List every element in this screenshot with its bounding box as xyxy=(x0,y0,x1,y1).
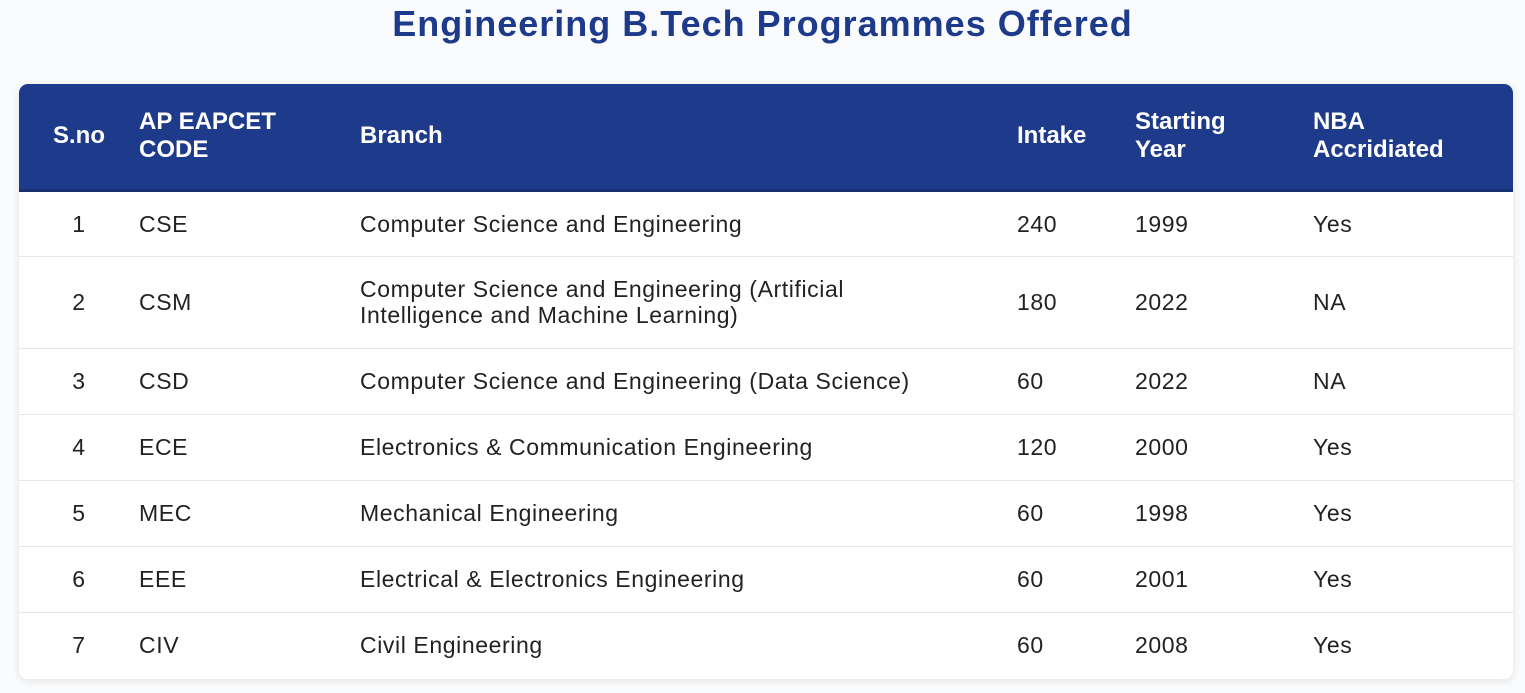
table-body: 1 CSE Computer Science and Engineering 2… xyxy=(19,190,1513,678)
cell-year: 2001 xyxy=(1135,546,1313,613)
cell-code: CSD xyxy=(139,348,360,415)
cell-code: MEC xyxy=(139,480,360,547)
cell-sno: 2 xyxy=(19,256,139,349)
cell-intake: 60 xyxy=(1017,546,1135,613)
cell-sno: 1 xyxy=(19,190,139,257)
cell-intake: 240 xyxy=(1017,190,1135,257)
cell-code: CIV xyxy=(139,632,180,659)
cell-year: 2022 xyxy=(1135,348,1313,415)
cell-intake: 60 xyxy=(1017,632,1044,659)
cell-code: EEE xyxy=(139,546,360,613)
cell-code: CSE xyxy=(139,190,360,257)
cell-branch: Computer Science and Engineering xyxy=(360,190,1017,257)
cell-nba: Yes xyxy=(1313,480,1513,547)
cell-intake: 180 xyxy=(1017,256,1135,349)
table-header: S.no AP EAPCET CODE Branch Intake Starti… xyxy=(19,84,1513,190)
cell-intake: 60 xyxy=(1017,480,1135,547)
cell-nba: Yes xyxy=(1313,632,1353,659)
table-row: 5 MEC Mechanical Engineering 60 1998 Yes xyxy=(19,480,1513,547)
programmes-table-card: S.no AP EAPCET CODE Branch Intake Starti… xyxy=(19,84,1513,679)
cell-branch: Computer Science and Engineering (Data S… xyxy=(360,348,1017,415)
table-row: 6 EEE Electrical & Electronics Engineeri… xyxy=(19,546,1513,613)
header-intake: Intake xyxy=(1017,122,1087,150)
cell-branch: Electrical & Electronics Engineering xyxy=(360,546,1017,613)
table-row: 3 CSD Computer Science and Engineering (… xyxy=(19,348,1513,415)
cell-intake: 120 xyxy=(1017,414,1135,481)
cell-sno: 5 xyxy=(19,480,139,547)
cell-code: CSM xyxy=(139,256,360,349)
cell-branch: Electronics & Communication Engineering xyxy=(360,414,1017,481)
header-year: Starting Year xyxy=(1135,108,1226,164)
cell-sno: 4 xyxy=(19,414,139,481)
cell-sno: 6 xyxy=(19,546,139,613)
table-row: 2 CSM Computer Science and Engineering (… xyxy=(19,256,1513,349)
cell-year: 1999 xyxy=(1135,190,1313,257)
header-sno: S.no xyxy=(53,122,105,150)
page-title: Engineering B.Tech Programmes Offered xyxy=(392,3,1133,44)
cell-branch: Mechanical Engineering xyxy=(360,480,1017,547)
header-nba: NBA Accridiated xyxy=(1313,108,1444,164)
cell-sno: 7 xyxy=(72,632,86,659)
cell-branch: Computer Science and Engineering (Artifi… xyxy=(360,256,1017,349)
cell-year: 2008 xyxy=(1135,632,1189,659)
table-row: 1 CSE Computer Science and Engineering 2… xyxy=(19,190,1513,257)
cell-nba: Yes xyxy=(1313,414,1513,481)
cell-sno: 3 xyxy=(19,348,139,415)
cell-year: 1998 xyxy=(1135,480,1313,547)
cell-nba: Yes xyxy=(1313,190,1513,257)
cell-year: 2022 xyxy=(1135,256,1313,349)
header-code: AP EAPCET CODE xyxy=(139,108,276,164)
cell-branch: Civil Engineering xyxy=(360,632,543,659)
table-header-row: S.no AP EAPCET CODE Branch Intake Starti… xyxy=(19,84,1513,190)
header-branch: Branch xyxy=(360,122,443,150)
cell-code: ECE xyxy=(139,414,360,481)
cell-nba: NA xyxy=(1313,256,1513,349)
table-row: 7 CIV Civil Engineering 60 2008 Yes xyxy=(19,612,1513,678)
table-row: 4 ECE Electronics & Communication Engine… xyxy=(19,414,1513,481)
cell-intake: 60 xyxy=(1017,348,1135,415)
cell-nba: NA xyxy=(1313,348,1513,415)
cell-year: 2000 xyxy=(1135,414,1313,481)
cell-nba: Yes xyxy=(1313,546,1513,613)
programmes-table: S.no AP EAPCET CODE Branch Intake Starti… xyxy=(19,84,1513,678)
